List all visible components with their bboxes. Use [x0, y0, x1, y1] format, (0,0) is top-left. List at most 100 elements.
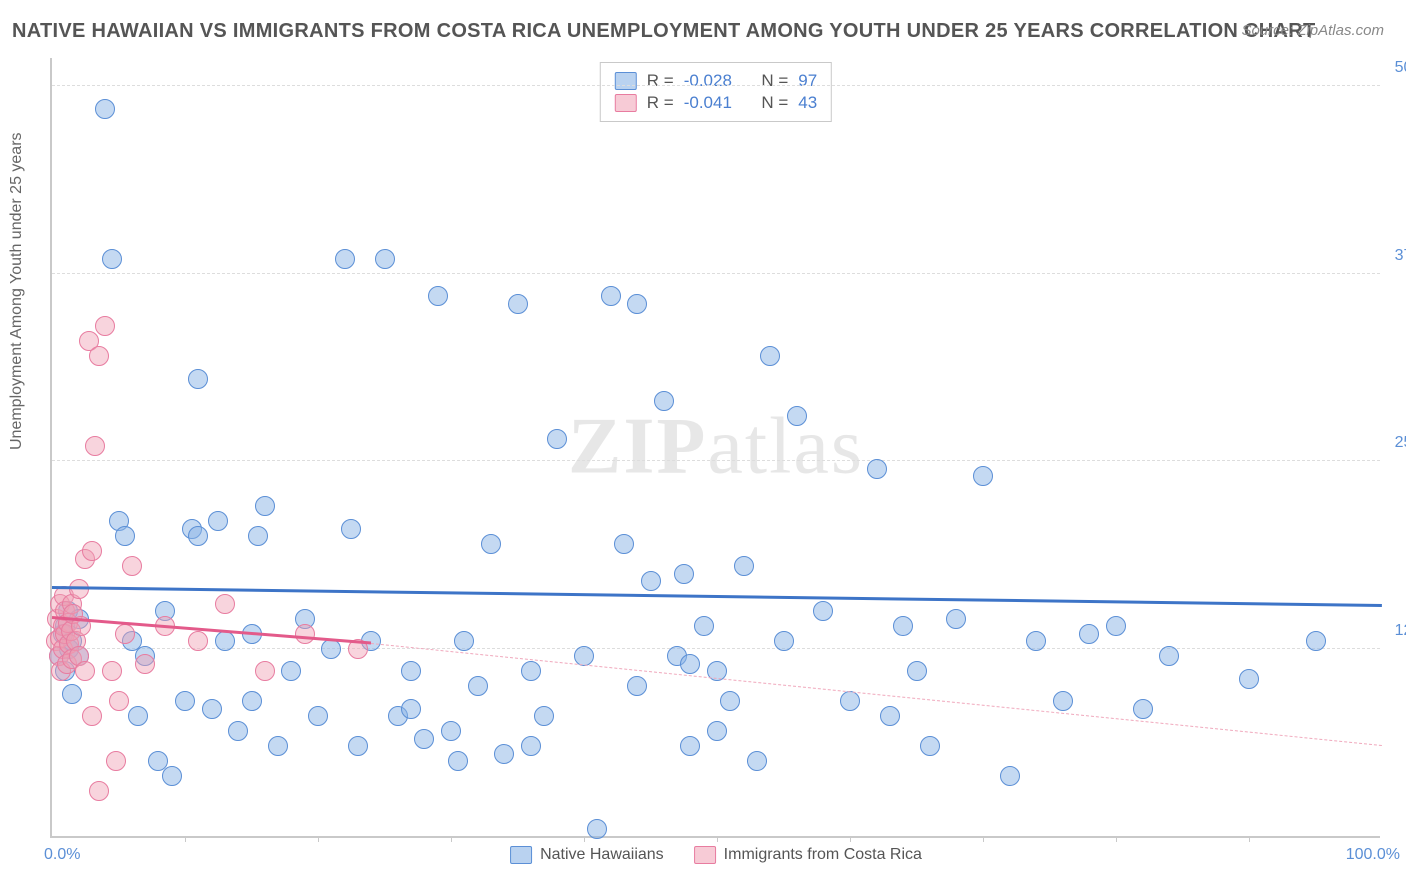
x-tick-mark — [318, 836, 319, 842]
data-point — [208, 511, 228, 531]
data-point — [893, 616, 913, 636]
watermark: ZIPatlas — [568, 402, 864, 493]
data-point — [95, 316, 115, 336]
data-point — [587, 819, 607, 839]
y-tick-label: 12.5% — [1385, 622, 1406, 640]
data-point — [680, 736, 700, 756]
data-point — [614, 534, 634, 554]
data-point — [188, 631, 208, 651]
data-point — [122, 556, 142, 576]
gridline — [52, 273, 1380, 274]
data-point — [907, 661, 927, 681]
x-tick-mark — [717, 836, 718, 842]
data-point — [468, 676, 488, 696]
data-point — [674, 564, 694, 584]
data-point — [747, 751, 767, 771]
r-value: -0.028 — [684, 71, 732, 91]
data-point — [89, 781, 109, 801]
data-point — [335, 249, 355, 269]
data-point — [627, 676, 647, 696]
legend-item: Native Hawaiians — [510, 846, 664, 864]
data-point — [521, 661, 541, 681]
data-point — [494, 744, 514, 764]
data-point — [973, 466, 993, 486]
legend-label: Native Hawaiians — [540, 846, 664, 864]
y-tick-label: 50.0% — [1385, 59, 1406, 77]
x-tick-mark — [451, 836, 452, 842]
data-point — [188, 369, 208, 389]
data-point — [62, 684, 82, 704]
data-point — [1053, 691, 1073, 711]
r-value: -0.041 — [684, 93, 732, 113]
data-point — [1000, 766, 1020, 786]
data-point — [1239, 669, 1259, 689]
data-point — [248, 526, 268, 546]
data-point — [202, 699, 222, 719]
data-point — [481, 534, 501, 554]
data-point — [95, 99, 115, 119]
swatch-icon — [510, 846, 532, 864]
data-point — [109, 691, 129, 711]
data-point — [242, 691, 262, 711]
gridline — [52, 85, 1380, 86]
data-point — [106, 751, 126, 771]
data-point — [840, 691, 860, 711]
legend: Native Hawaiians Immigrants from Costa R… — [510, 846, 922, 864]
y-tick-label: 37.5% — [1385, 247, 1406, 265]
data-point — [720, 691, 740, 711]
data-point — [228, 721, 248, 741]
data-point — [601, 286, 621, 306]
data-point — [414, 729, 434, 749]
data-point — [880, 706, 900, 726]
data-point — [89, 346, 109, 366]
x-tick-mark — [584, 836, 585, 842]
data-point — [135, 654, 155, 674]
data-point — [694, 616, 714, 636]
y-axis-label: Unemployment Among Youth under 25 years — [8, 132, 26, 450]
stats-row: R = -0.041 N = 43 — [615, 93, 817, 113]
r-label: R = — [647, 93, 674, 113]
data-point — [920, 736, 940, 756]
data-point — [448, 751, 468, 771]
data-point — [428, 286, 448, 306]
data-point — [1159, 646, 1179, 666]
legend-item: Immigrants from Costa Rica — [694, 846, 922, 864]
data-point — [508, 294, 528, 314]
x-tick-mark — [850, 836, 851, 842]
data-point — [295, 624, 315, 644]
stats-row: R = -0.028 N = 97 — [615, 71, 817, 91]
trend-line — [52, 586, 1382, 607]
data-point — [534, 706, 554, 726]
data-point — [1133, 699, 1153, 719]
data-point — [946, 609, 966, 629]
data-point — [654, 391, 674, 411]
data-point — [521, 736, 541, 756]
data-point — [1026, 631, 1046, 651]
data-point — [102, 661, 122, 681]
x-tick-mark — [185, 836, 186, 842]
chart-title: NATIVE HAWAIIAN VS IMMIGRANTS FROM COSTA… — [12, 20, 1316, 43]
data-point — [774, 631, 794, 651]
x-tick-mark — [1116, 836, 1117, 842]
swatch-icon — [615, 72, 637, 90]
gridline — [52, 460, 1380, 461]
watermark-rest: atlas — [707, 403, 864, 491]
data-point — [308, 706, 328, 726]
scatter-chart: ZIPatlas R = -0.028 N = 97 R = -0.041 N … — [50, 58, 1380, 838]
trend-line — [371, 643, 1382, 746]
data-point — [102, 249, 122, 269]
data-point — [760, 346, 780, 366]
data-point — [401, 661, 421, 681]
data-point — [188, 526, 208, 546]
data-point — [128, 706, 148, 726]
x-tick-mark — [1249, 836, 1250, 842]
y-tick-label: 25.0% — [1385, 434, 1406, 452]
data-point — [162, 766, 182, 786]
legend-label: Immigrants from Costa Rica — [724, 846, 922, 864]
data-point — [115, 526, 135, 546]
data-point — [215, 594, 235, 614]
data-point — [85, 436, 105, 456]
n-label: N = — [761, 71, 788, 91]
swatch-icon — [615, 94, 637, 112]
data-point — [375, 249, 395, 269]
